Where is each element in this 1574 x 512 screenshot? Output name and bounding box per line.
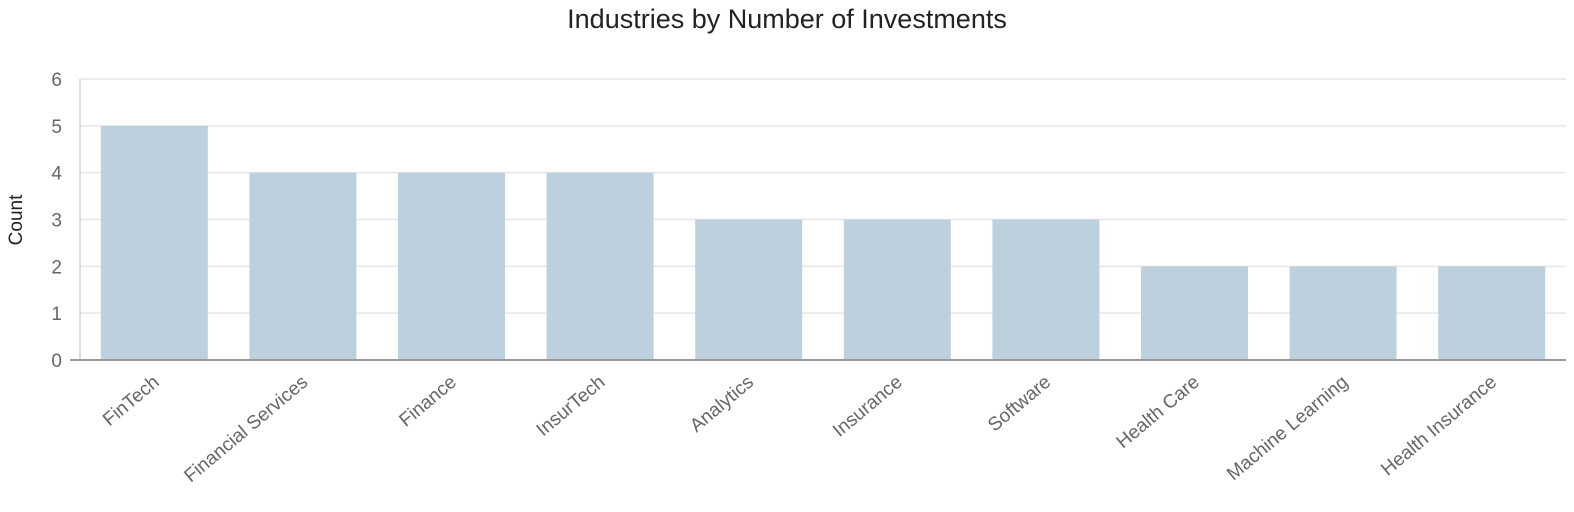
x-tick-label: Health Care bbox=[1113, 372, 1204, 453]
bar[interactable] bbox=[1141, 266, 1248, 360]
bar[interactable] bbox=[1438, 266, 1546, 360]
bar[interactable] bbox=[992, 219, 1100, 361]
y-tick-label: 2 bbox=[51, 257, 62, 278]
bar[interactable] bbox=[695, 219, 803, 361]
y-tick-label: 4 bbox=[51, 164, 62, 185]
x-tick-label: InsurTech bbox=[533, 372, 610, 441]
x-tick-label: FinTech bbox=[99, 372, 163, 431]
x-tick-label: Machine Learning bbox=[1223, 372, 1352, 485]
bar[interactable] bbox=[546, 172, 654, 360]
x-tick-label: Finance bbox=[395, 372, 460, 432]
x-tick-label: Analytics bbox=[686, 372, 758, 437]
bar[interactable] bbox=[1289, 266, 1397, 360]
y-tick-label: 5 bbox=[51, 117, 62, 138]
y-tick-labels: 0 1 2 3 4 5 6 bbox=[51, 70, 62, 372]
bars bbox=[100, 125, 1546, 361]
bar[interactable] bbox=[100, 125, 208, 360]
bar[interactable] bbox=[249, 172, 357, 360]
chart-title: Industries by Number of Investments bbox=[567, 4, 1007, 34]
x-tick-label: Insurance bbox=[829, 372, 906, 442]
x-tick-labels: FinTech Financial Services Finance InsurTec… bbox=[99, 372, 1501, 487]
bar[interactable] bbox=[398, 172, 505, 360]
y-tick-label: 1 bbox=[51, 304, 62, 325]
x-tick-label: Software bbox=[984, 372, 1055, 436]
y-axis-title: Count bbox=[6, 194, 27, 245]
x-tick-label: Financial Services bbox=[181, 372, 313, 487]
y-tick-label: 0 bbox=[51, 351, 62, 372]
bar[interactable] bbox=[843, 219, 951, 361]
y-tick-label: 3 bbox=[51, 211, 62, 232]
y-tick-label: 6 bbox=[51, 70, 62, 91]
axes bbox=[70, 79, 1566, 361]
x-tick-label: Health Insurance bbox=[1377, 372, 1501, 480]
